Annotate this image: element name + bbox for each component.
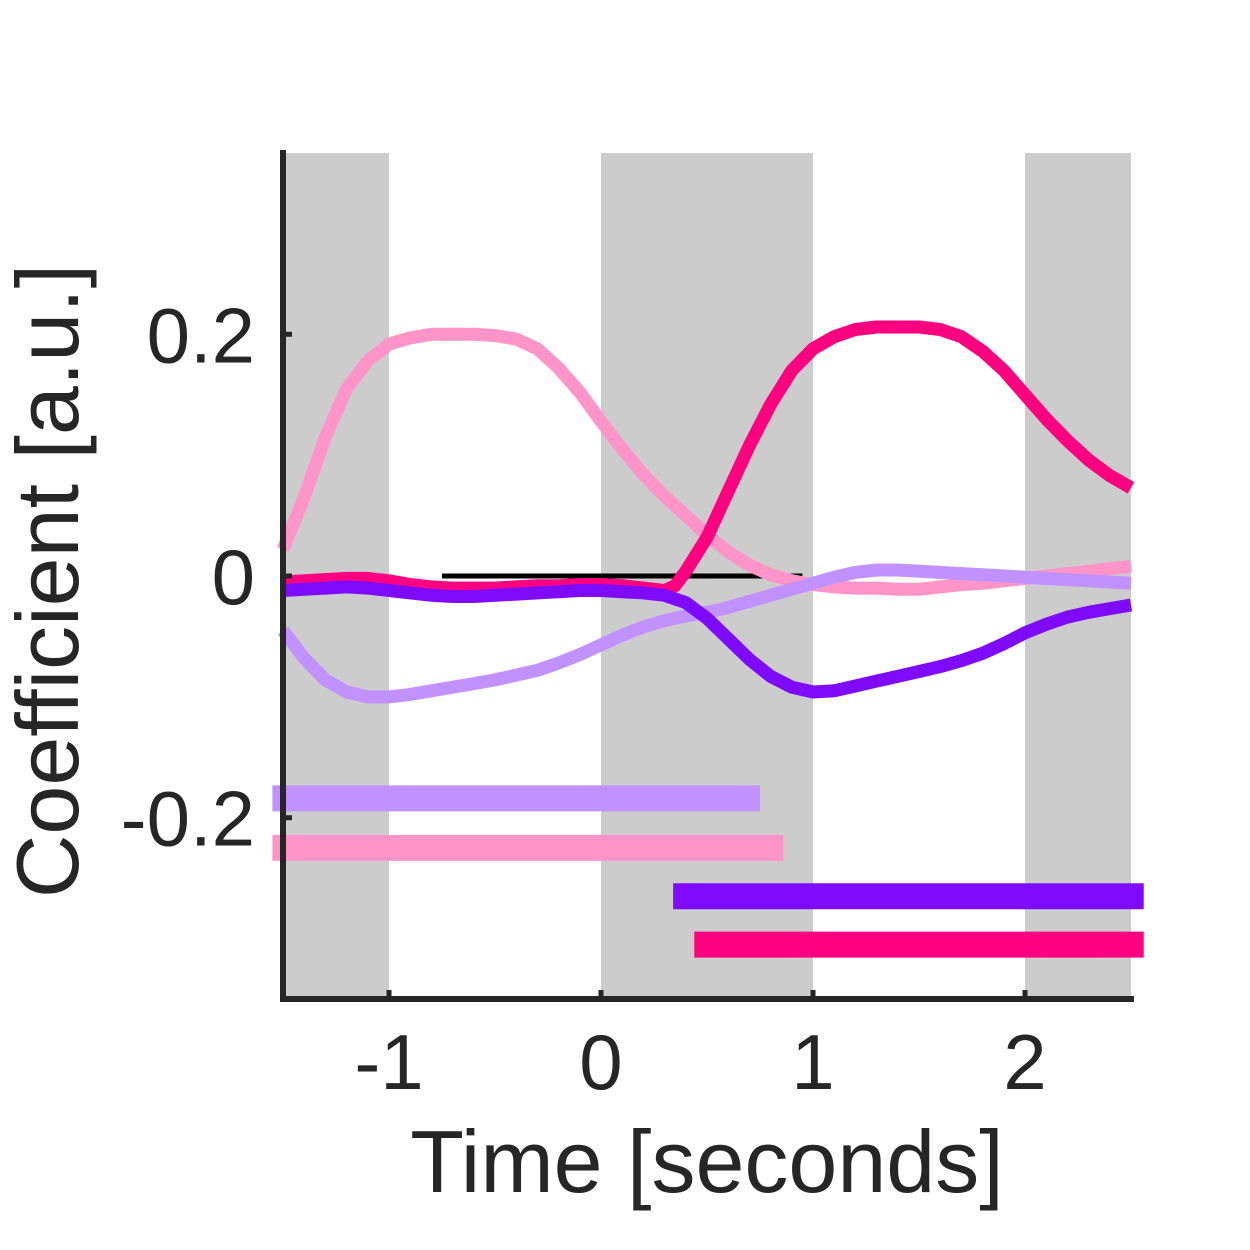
ticks: -1 0 1 2 0.2 0 -0.2 — [121, 291, 1047, 1106]
y-tick-label: -0.2 — [121, 775, 255, 863]
x-tick-label: 2 — [1003, 1018, 1046, 1106]
series-line-1 — [282, 320, 1135, 597]
x-tick-label: 0 — [579, 1018, 622, 1106]
significance-bars — [272, 785, 1144, 958]
y-tick-label: 0.2 — [147, 291, 255, 379]
x-tick-label: -1 — [354, 1018, 423, 1106]
data-series — [276, 320, 1135, 704]
y-tick-label: 0 — [212, 533, 255, 621]
x-axis-title: Time [seconds] — [410, 1112, 1003, 1211]
x-tick-label: 1 — [791, 1018, 834, 1106]
y-axis-title: Coefficient [a.u.] — [0, 264, 97, 898]
series-line-3 — [282, 580, 1133, 699]
